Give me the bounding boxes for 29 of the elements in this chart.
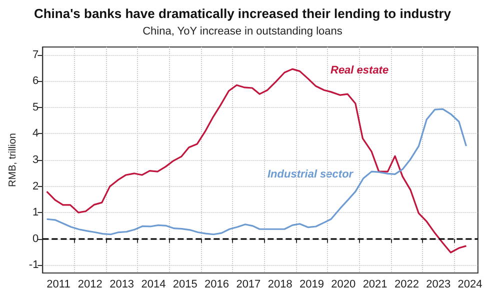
x-tick-label: 2022 (394, 278, 419, 290)
x-tick-label: 2020 (331, 278, 356, 290)
x-tick-label: 2012 (78, 278, 102, 290)
chart-subtitle: China, YoY increase in outstanding loans (142, 26, 343, 38)
x-tick-label: 2019 (300, 278, 324, 290)
y-tick-label: 1 (32, 206, 39, 219)
x-tick-label: 2017 (236, 278, 261, 290)
y-tick-label: 4 (32, 128, 39, 140)
y-tick-label: 2 (32, 180, 39, 192)
x-tick-label: 2023 (426, 278, 451, 290)
series-label: Industrial sector (268, 168, 354, 181)
x-tick-label: 2018 (268, 278, 292, 290)
x-tick-label: 2021 (362, 278, 388, 290)
x-tick-label: 2013 (110, 278, 134, 290)
x-tick-label: 2014 (141, 278, 166, 290)
line-series (46, 108, 468, 236)
x-tick-label: 2024 (458, 278, 482, 290)
x-tick-label: 2016 (204, 278, 230, 290)
x-tick-label: 2015 (172, 278, 198, 290)
chart-title: China's banks have dramatically increased their lending to industry (34, 6, 452, 21)
y-tick-label: 3 (32, 154, 39, 166)
y-tick-label: 7 (32, 48, 39, 61)
y-tick-label: -1 (28, 259, 39, 272)
y-tick-label: 0 (32, 232, 39, 245)
y-tick-label: 6 (32, 75, 39, 88)
series-label: Real estate (330, 64, 389, 77)
y-axis-title: RMB, trillion (8, 133, 18, 187)
y-tick-label: 5 (32, 101, 39, 114)
x-tick-label: 2011 (46, 278, 70, 290)
